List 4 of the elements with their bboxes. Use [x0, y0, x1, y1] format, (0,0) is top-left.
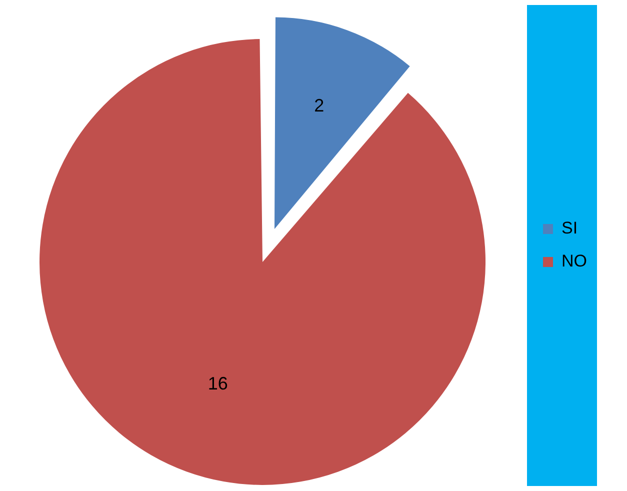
data-label: 16 — [208, 374, 228, 394]
legend-label: SI — [562, 218, 578, 238]
legend-label: NO — [562, 252, 587, 271]
data-label: 2 — [314, 95, 324, 116]
